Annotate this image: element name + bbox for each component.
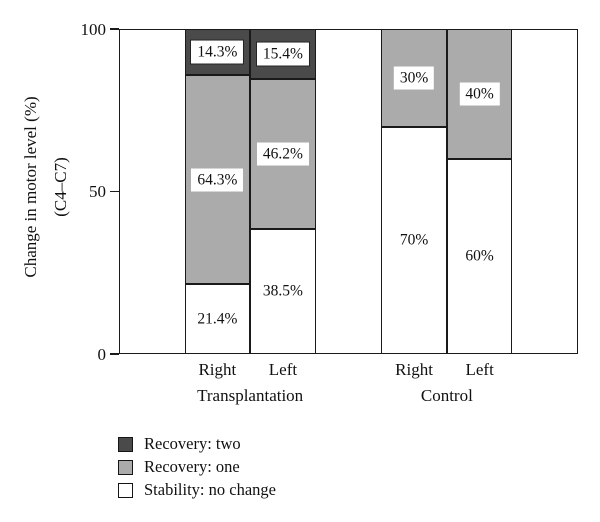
value-label: 38.5% — [262, 282, 303, 300]
y-tick-mark — [110, 353, 119, 355]
bar-segment — [250, 228, 316, 354]
category-label: Right — [198, 360, 237, 379]
category-label: Left — [465, 360, 494, 379]
bar-segment — [381, 126, 447, 354]
value-label: 64.3% — [191, 168, 244, 192]
value-label: 70% — [399, 231, 429, 249]
bar-segment — [446, 159, 513, 354]
value-label: 30% — [393, 66, 435, 90]
legend-swatch — [118, 460, 133, 475]
y-tick-mark — [110, 28, 119, 30]
legend-swatch — [118, 483, 133, 498]
y-tick-mark — [110, 190, 119, 193]
y-tick-label: 100 — [80, 19, 107, 39]
plot-area: 21.4% 64.3% 14.3% 38.5% 46.2% 15.4% 70% 30% 60% 4… — [119, 28, 578, 354]
value-label: 60% — [465, 247, 494, 265]
legend-label: Recovery: two — [144, 434, 241, 454]
y-tick-label: 50 — [89, 182, 106, 201]
y-tick-label: 0 — [97, 344, 107, 364]
value-label: 21.4% — [197, 310, 238, 328]
y-axis-label: Change in motor level (%) — [21, 96, 40, 278]
group-label: Transplantation — [197, 386, 304, 405]
group-label: Control — [420, 386, 473, 405]
category-label: Left — [268, 360, 298, 379]
legend-label: Recovery: one — [144, 457, 240, 477]
legend-item: Recovery: one — [118, 456, 276, 479]
legend-label: Stability: no change — [144, 480, 276, 500]
value-label: 40% — [459, 82, 500, 106]
legend: Recovery: two Recovery: one Stability: no … — [118, 433, 276, 502]
category-label: Right — [395, 360, 433, 379]
legend-item: Stability: no change — [118, 479, 276, 502]
value-label: 14.3% — [190, 39, 245, 65]
value-label: 46.2% — [256, 142, 309, 166]
bar-segment — [184, 284, 251, 354]
legend-item: Recovery: two — [118, 433, 276, 456]
value-label: 15.4% — [255, 41, 310, 67]
legend-swatch — [118, 437, 133, 452]
